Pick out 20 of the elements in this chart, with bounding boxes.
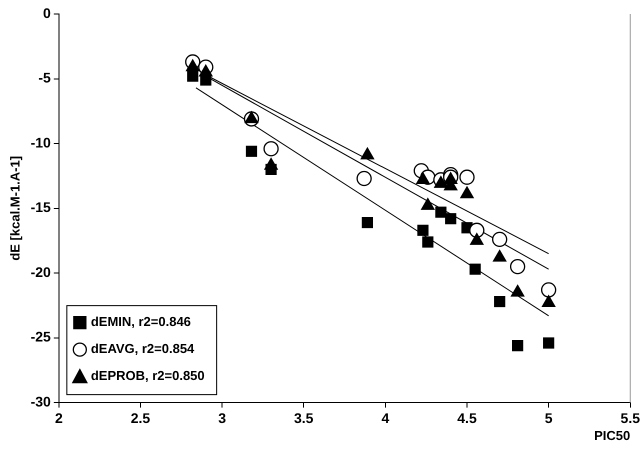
y-tick-label: -20 bbox=[30, 264, 52, 280]
y-tick-label: -5 bbox=[38, 70, 52, 86]
x-tick-label: 3 bbox=[218, 410, 226, 426]
x-tick-label: 5 bbox=[544, 410, 553, 426]
legend-label: dEMIN, r2=0.846 bbox=[90, 314, 191, 330]
x-tick-label: 3.5 bbox=[294, 410, 314, 426]
y-tick-label: -30 bbox=[30, 393, 52, 410]
x-tick-label: 5.5 bbox=[620, 410, 640, 426]
x-tick-label: 2.5 bbox=[130, 410, 150, 426]
legend-label: dEAVG, r2=0.854 bbox=[90, 341, 196, 356]
y-tick-label: -10 bbox=[30, 134, 52, 150]
x-tick-label: 2 bbox=[54, 410, 63, 426]
y-tick-label: -15 bbox=[30, 199, 52, 216]
x-tick-label: 4 bbox=[381, 410, 390, 426]
legend-label: dEPROB, r2=0.850 bbox=[90, 368, 205, 384]
x-axis-title: PIC50 bbox=[594, 428, 630, 443]
y-axis-title: dE [kcal.M-1.A-1] bbox=[7, 156, 22, 261]
y-tick-label: -25 bbox=[30, 328, 52, 345]
x-tick-label: 4.5 bbox=[457, 410, 477, 426]
y-tick-label: 0 bbox=[43, 4, 52, 21]
